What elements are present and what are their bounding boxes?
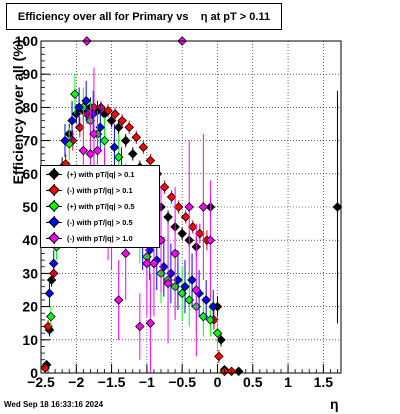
data-point <box>99 135 110 146</box>
legend-label: (+) with pT/|q| > 0.5 <box>67 201 135 211</box>
data-point <box>332 202 343 212</box>
x-tick-label: 0.5 <box>243 374 263 390</box>
legend-label: (+) with pT/|q| > 0.1 <box>67 169 135 179</box>
data-point <box>110 109 120 119</box>
legend-label: (-) with pT/|q| > 0.5 <box>67 217 133 227</box>
data-point <box>46 311 56 322</box>
legend-item: (-) with pT/|q| > 0.5 <box>41 214 159 230</box>
data-point <box>180 281 190 292</box>
legend-label: (-) with pT/|q| > 0.1 <box>67 185 133 195</box>
data-point <box>120 248 131 259</box>
y-tick-label: 100 <box>15 33 39 49</box>
data-point <box>113 122 124 133</box>
data-point <box>145 318 156 328</box>
data-point <box>159 182 170 192</box>
x-tick-label: 1.5 <box>314 374 334 390</box>
data-point <box>191 285 202 295</box>
data-point <box>70 89 80 99</box>
y-tick-label: 50 <box>22 199 38 215</box>
x-axis-label: η <box>330 396 339 412</box>
legend-marker <box>41 166 67 182</box>
chart-title: Efficiency over all for Primary vs η at … <box>6 3 282 30</box>
data-point <box>198 202 209 212</box>
data-point <box>135 321 145 332</box>
legend-item: (+) with pT/|q| > 0.5 <box>41 198 159 214</box>
data-point <box>205 235 216 245</box>
x-tick-label: −2.5 <box>27 374 55 390</box>
data-point <box>48 258 59 269</box>
legend-item: (-) with pT/|q| > 0.1 <box>41 182 159 198</box>
data-point <box>109 142 120 153</box>
legend-marker <box>41 230 67 246</box>
data-point <box>177 228 187 239</box>
x-tick-label: −1.5 <box>98 374 126 390</box>
data-point <box>187 222 198 232</box>
y-tick-label: 30 <box>22 265 38 281</box>
x-tick-label: 1 <box>284 374 292 390</box>
y-axis-label: Efficiency over all (%) <box>10 39 26 185</box>
data-point <box>60 135 70 146</box>
data-point <box>103 105 113 116</box>
y-tick-label: 80 <box>22 99 38 115</box>
data-point <box>163 278 173 289</box>
data-point <box>117 115 127 126</box>
data-point <box>131 132 142 143</box>
data-point <box>82 109 92 119</box>
data-point <box>142 258 152 269</box>
x-tick-label: −0.5 <box>168 374 196 390</box>
legend-label: (-) with pT/|q| > 1.0 <box>67 233 133 243</box>
y-tick-label: 60 <box>22 166 38 182</box>
data-point <box>180 212 191 222</box>
timestamp-footer: Wed Sep 18 16:33:16 2024 <box>4 400 104 409</box>
legend-item: (-) with pT/|q| > 1.0 <box>41 230 159 246</box>
data-point <box>44 288 55 299</box>
data-point <box>85 149 96 159</box>
data-point <box>149 258 159 269</box>
data-point <box>208 301 219 312</box>
legend-item: (+) with pT/|q| > 0.1 <box>41 166 159 182</box>
legend: (+) with pT/|q| > 0.1 (-) with pT/|q| > … <box>40 165 160 248</box>
y-tick-label: 90 <box>22 66 38 82</box>
y-tick-label: 0 <box>30 365 38 381</box>
series--with-pt-q-1-0 <box>78 36 216 373</box>
data-point <box>113 295 124 305</box>
data-point <box>75 122 85 133</box>
x-tick-label: 0 <box>214 374 222 390</box>
data-point <box>67 115 77 126</box>
data-point <box>92 145 103 156</box>
y-tick-label: 40 <box>22 232 38 248</box>
data-point <box>212 328 223 338</box>
data-point <box>187 275 197 285</box>
data-point <box>170 248 180 259</box>
data-point <box>166 192 177 202</box>
x-tick-label: −1 <box>139 374 155 390</box>
data-point <box>127 149 138 159</box>
data-point <box>201 295 211 305</box>
data-point <box>74 102 84 113</box>
data-point <box>124 122 135 133</box>
legend-marker <box>41 182 67 198</box>
data-point <box>145 155 156 166</box>
data-point <box>106 115 117 126</box>
x-tick-label: −2 <box>68 374 84 390</box>
data-point <box>89 129 99 139</box>
data-point <box>120 135 131 146</box>
tick-layer: −2.5 −2 −1.5 −1 −0.5 0 0.5 1 1.5 0 10 20 30 40 50 60 70 8… <box>15 33 338 390</box>
data-point <box>173 202 184 212</box>
legend-marker <box>41 214 67 230</box>
y-tick-label: 10 <box>22 332 38 348</box>
data-point <box>81 95 91 106</box>
data-point <box>184 202 195 212</box>
data-point <box>138 142 149 153</box>
data-point <box>216 335 226 345</box>
y-tick-label: 70 <box>22 133 38 149</box>
data-point <box>214 351 224 362</box>
data-point <box>195 228 205 239</box>
data-point <box>163 212 173 222</box>
data-point <box>78 145 89 156</box>
data-point <box>96 102 106 113</box>
y-tick-label: 20 <box>22 299 38 315</box>
legend-marker <box>41 198 67 214</box>
